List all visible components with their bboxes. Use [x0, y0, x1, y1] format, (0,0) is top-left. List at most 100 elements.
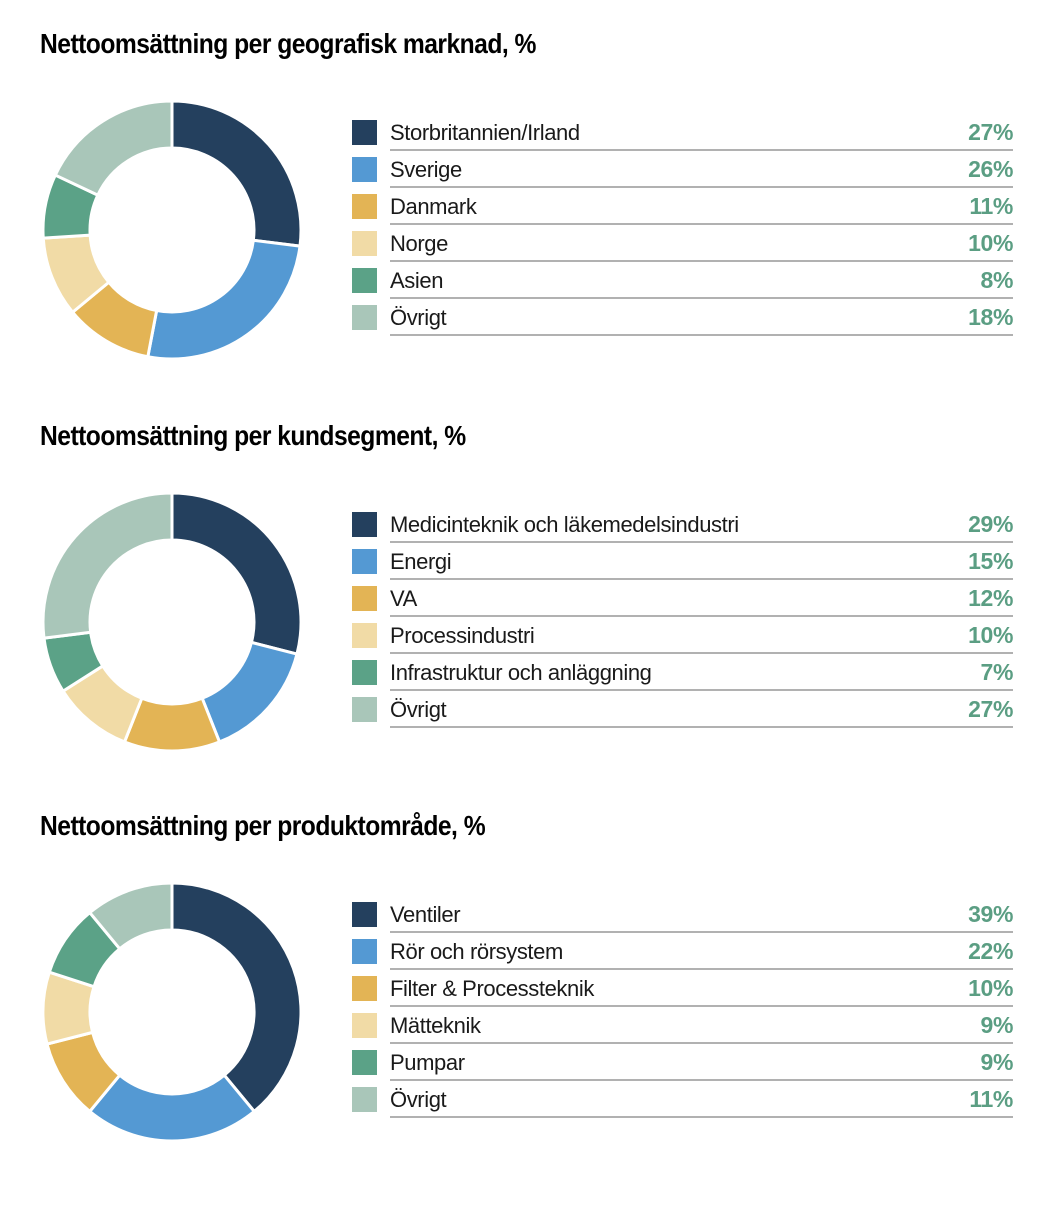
- legend: Storbritannien/Irland 27% Sverige 26% Danmar…: [352, 114, 1013, 362]
- legend-row: Övrigt 18%: [352, 299, 1013, 336]
- donut-chart: [41, 99, 303, 361]
- legend-swatch: [352, 697, 377, 722]
- legend-value: 12%: [968, 585, 1013, 611]
- donut-segment-1: [88, 1073, 256, 1143]
- legend-value: 11%: [969, 1086, 1013, 1112]
- legend-row: Norge 10%: [352, 225, 1013, 262]
- legend-value: 26%: [968, 156, 1013, 182]
- legend-swatch: [352, 231, 377, 256]
- donut-segment-1: [146, 238, 302, 361]
- chart-body: Storbritannien/Irland 27% Sverige 26% Danmar…: [40, 98, 1013, 362]
- legend-swatch: [352, 194, 377, 219]
- chart-body: Medicinteknik och läkemedelsindustri 29% E…: [40, 490, 1013, 754]
- legend-value: 8%: [980, 267, 1014, 293]
- legend-row: Danmark 11%: [352, 188, 1013, 225]
- legend-row-main: Energi 15%: [390, 543, 1013, 580]
- legend-label: Övrigt: [390, 305, 447, 330]
- legend-row-main: Asien 8%: [390, 262, 1013, 299]
- legend-label: Asien: [390, 268, 444, 293]
- legend-value: 10%: [968, 975, 1013, 1001]
- legend-swatch: [352, 1013, 377, 1038]
- legend-row-main: Övrigt 18%: [390, 299, 1013, 336]
- legend: Ventiler 39% Rör och rörsystem 22% Filter & …: [352, 896, 1013, 1144]
- legend-swatch: [352, 939, 377, 964]
- legend-row-main: Sverige 26%: [390, 151, 1013, 188]
- legend-value: 10%: [968, 622, 1013, 648]
- legend-row: Pumpar 9%: [352, 1044, 1013, 1081]
- legend-value: 11%: [969, 193, 1013, 219]
- legend-swatch: [352, 586, 377, 611]
- legend-row: Storbritannien/Irland 27%: [352, 114, 1013, 151]
- legend-label: Rör och rörsystem: [390, 939, 563, 964]
- legend-row-main: Processindustri 10%: [390, 617, 1013, 654]
- legend-label: Pumpar: [390, 1050, 465, 1075]
- legend-swatch: [352, 512, 377, 537]
- legend-value: 15%: [968, 548, 1013, 574]
- legend-label: VA: [390, 586, 417, 611]
- legend-row: Medicinteknik och läkemedelsindustri 29%: [352, 506, 1013, 543]
- donut-segment-5: [41, 491, 174, 640]
- legend-row-main: Infrastruktur och anläggning 7%: [390, 654, 1013, 691]
- chart-section-kundsegment: Nettoomsättning per kundsegment, % Medic…: [40, 420, 1013, 754]
- legend-row: Ventiler 39%: [352, 896, 1013, 933]
- legend-row-main: Mätteknik 9%: [390, 1007, 1013, 1044]
- legend-label: Sverige: [390, 157, 462, 182]
- legend-row-main: Norge 10%: [390, 225, 1013, 262]
- donut-chart: [41, 491, 303, 753]
- legend-label: Storbritannien/Irland: [390, 120, 580, 145]
- legend-label: Norge: [390, 231, 448, 256]
- legend-value: 39%: [968, 901, 1013, 927]
- legend-swatch: [352, 660, 377, 685]
- legend-swatch: [352, 268, 377, 293]
- legend-row: Processindustri 10%: [352, 617, 1013, 654]
- legend-row-main: Medicinteknik och läkemedelsindustri 29%: [390, 506, 1013, 543]
- legend-value: 22%: [968, 938, 1013, 964]
- legend-label: Energi: [390, 549, 452, 574]
- legend-label: Medicinteknik och läkemedelsindustri: [390, 512, 739, 537]
- legend-row-main: Övrigt 27%: [390, 691, 1013, 728]
- legend-row-main: Danmark 11%: [390, 188, 1013, 225]
- legend-row-main: Övrigt 11%: [390, 1081, 1013, 1118]
- legend-row-main: Ventiler 39%: [390, 896, 1013, 933]
- legend-label: Infrastruktur och anläggning: [390, 660, 652, 685]
- legend-swatch: [352, 549, 377, 574]
- legend-row-main: Storbritannien/Irland 27%: [390, 114, 1013, 151]
- legend-value: 10%: [968, 230, 1013, 256]
- legend-row: Övrigt 27%: [352, 691, 1013, 728]
- legend-value: 18%: [968, 304, 1013, 330]
- donut-segment-1: [200, 640, 299, 744]
- chart-title: Nettoomsättning per produktområde, %: [40, 810, 486, 841]
- donut-segment-5: [88, 881, 174, 951]
- chart-section-geografisk-marknad: Nettoomsättning per geografisk marknad, …: [40, 28, 1013, 362]
- legend-row-main: Pumpar 9%: [390, 1044, 1013, 1081]
- legend-swatch: [352, 305, 377, 330]
- donut-segment-0: [170, 99, 303, 248]
- legend-row: Rör och rörsystem 22%: [352, 933, 1013, 970]
- legend-row-main: VA 12%: [390, 580, 1013, 617]
- legend-swatch: [352, 1050, 377, 1075]
- legend-row-main: Rör och rörsystem 22%: [390, 933, 1013, 970]
- legend-row: Asien 8%: [352, 262, 1013, 299]
- legend-value: 9%: [980, 1049, 1014, 1075]
- legend-value: 27%: [968, 696, 1013, 722]
- donut-segment-5: [53, 99, 174, 197]
- legend-label: Processindustri: [390, 623, 535, 648]
- donut-segment-0: [170, 881, 303, 1113]
- legend-label: Danmark: [390, 194, 477, 219]
- legend-swatch: [352, 157, 377, 182]
- legend-swatch: [352, 623, 377, 648]
- chart-body: Ventiler 39% Rör och rörsystem 22% Filter & …: [40, 880, 1013, 1144]
- legend-row: Mätteknik 9%: [352, 1007, 1013, 1044]
- legend-value: 9%: [980, 1012, 1014, 1038]
- chart-section-produktomrade: Nettoomsättning per produktområde, % Ven…: [40, 810, 1013, 1144]
- donut-segment-0: [170, 491, 303, 656]
- legend-value: 7%: [980, 659, 1014, 685]
- legend-row: Energi 15%: [352, 543, 1013, 580]
- legend-row: Övrigt 11%: [352, 1081, 1013, 1118]
- chart-title: Nettoomsättning per kundsegment, %: [40, 420, 466, 451]
- chart-title: Nettoomsättning per geografisk marknad, …: [40, 28, 536, 59]
- legend-row: Filter & Processteknik 10%: [352, 970, 1013, 1007]
- legend-value: 27%: [968, 119, 1013, 145]
- legend-label: Övrigt: [390, 1087, 447, 1112]
- legend-row: Infrastruktur och anläggning 7%: [352, 654, 1013, 691]
